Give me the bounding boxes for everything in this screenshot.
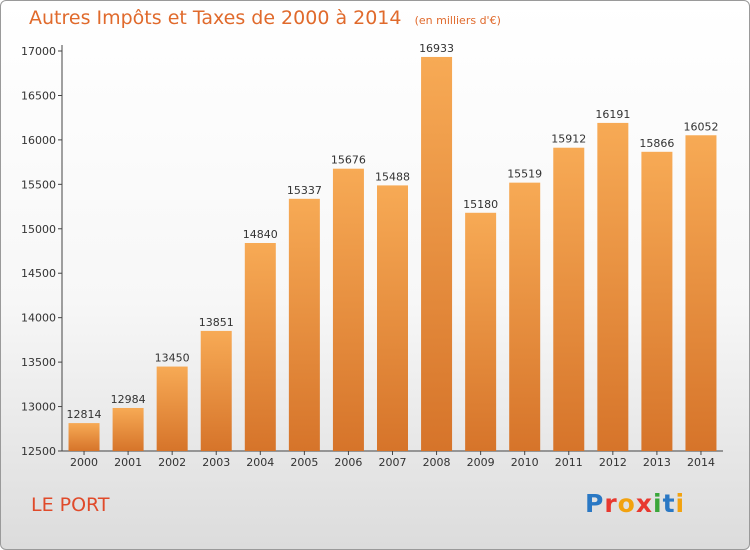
x-tick-label: 2001 bbox=[114, 456, 142, 469]
x-tick-label: 2011 bbox=[555, 456, 583, 469]
bar-2010 bbox=[509, 182, 541, 451]
x-tick-label: 2004 bbox=[246, 456, 274, 469]
bar-2006 bbox=[332, 168, 364, 451]
data-label: 16191 bbox=[595, 108, 630, 121]
logo-letter: i bbox=[675, 489, 686, 518]
bar-2000 bbox=[68, 423, 100, 451]
data-label: 15866 bbox=[639, 137, 674, 150]
y-tick-label: 16500 bbox=[21, 89, 56, 102]
y-axis: 12500 13000 13500 14000 14500 15000 15500 16000… bbox=[21, 45, 63, 458]
data-label: 13851 bbox=[199, 316, 234, 329]
data-label: 14840 bbox=[243, 228, 278, 241]
x-tick-label: 2003 bbox=[202, 456, 230, 469]
proxiti-logo[interactable]: Proxiti bbox=[585, 489, 685, 518]
data-label: 15488 bbox=[375, 170, 410, 183]
bar-2012 bbox=[597, 122, 629, 452]
data-label: 12814 bbox=[67, 408, 102, 421]
x-tick-label: 2006 bbox=[334, 456, 362, 469]
y-tick-label: 15000 bbox=[21, 223, 56, 236]
bar-2014 bbox=[685, 135, 717, 451]
bar-2004 bbox=[244, 243, 276, 451]
x-tick-label: 2002 bbox=[158, 456, 186, 469]
bar-2005 bbox=[288, 198, 320, 451]
location-label: LE PORT bbox=[31, 494, 110, 516]
x-tick-label: 2008 bbox=[423, 456, 451, 469]
logo-letter: i bbox=[653, 489, 663, 518]
bar-2011 bbox=[553, 147, 585, 451]
data-label: 13450 bbox=[155, 352, 190, 365]
logo-letter: P bbox=[585, 489, 605, 518]
chart-title-text: Autres Impôts et Taxes de 2000 à 2014 bbox=[29, 7, 402, 29]
y-tick-label: 15500 bbox=[21, 178, 56, 191]
x-tick-label: 2012 bbox=[599, 456, 627, 469]
x-tick-label: 2000 bbox=[70, 456, 98, 469]
y-tick-label: 14500 bbox=[21, 267, 56, 280]
data-label: 15337 bbox=[287, 184, 322, 197]
bar-2008 bbox=[421, 56, 453, 451]
x-tick-label: 2014 bbox=[687, 456, 715, 469]
bars-group bbox=[68, 56, 717, 452]
x-tick-label: 2010 bbox=[511, 456, 539, 469]
logo-letter: t bbox=[662, 489, 676, 518]
data-label: 16933 bbox=[419, 42, 454, 55]
data-label: 15180 bbox=[463, 198, 498, 211]
bar-2013 bbox=[641, 151, 673, 452]
x-axis: 2000 2001 2002 2003 2004 2005 2006 2007 2008 2009… bbox=[62, 450, 723, 469]
x-tick-label: 2005 bbox=[290, 456, 318, 469]
bar-2002 bbox=[156, 366, 188, 451]
x-tick-label: 2007 bbox=[379, 456, 407, 469]
chart-title: Autres Impôts et Taxes de 2000 à 2014 (e… bbox=[29, 7, 501, 29]
data-label: 16052 bbox=[683, 120, 718, 133]
logo-letter: x bbox=[635, 489, 653, 518]
x-tick-label: 2009 bbox=[467, 456, 495, 469]
bar-2003 bbox=[200, 330, 232, 451]
data-label: 15912 bbox=[551, 133, 586, 146]
y-tick-label: 12500 bbox=[21, 445, 56, 458]
x-tick-label: 2013 bbox=[643, 456, 671, 469]
data-label: 15519 bbox=[507, 168, 542, 181]
y-tick-label: 13000 bbox=[21, 401, 56, 414]
data-label: 12984 bbox=[111, 393, 146, 406]
y-tick-label: 17000 bbox=[21, 45, 56, 58]
data-labels-group: 12814 12984 13450 13851 14840 15337 15676 15488… bbox=[67, 42, 719, 421]
y-tick-label: 13500 bbox=[21, 356, 56, 369]
logo-letter: o bbox=[617, 489, 636, 518]
bar-2001 bbox=[112, 407, 144, 451]
y-tick-label: 14000 bbox=[21, 312, 56, 325]
chart-unit-note: (en milliers d'€) bbox=[414, 14, 501, 27]
logo-letter: r bbox=[604, 489, 618, 518]
y-tick-label: 16000 bbox=[21, 134, 56, 147]
bar-2009 bbox=[465, 212, 497, 451]
bar-2007 bbox=[377, 185, 408, 451]
data-label: 15676 bbox=[331, 154, 366, 167]
